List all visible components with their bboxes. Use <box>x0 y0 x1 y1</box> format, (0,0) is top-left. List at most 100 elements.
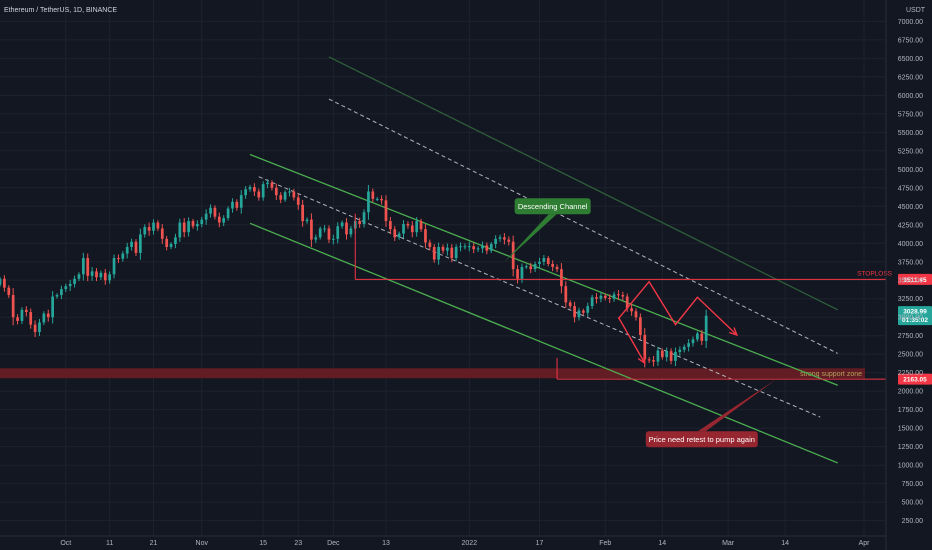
candle-body <box>704 315 708 341</box>
price-tick-label: 250.00 <box>902 518 924 525</box>
candle-body <box>472 246 476 250</box>
price-tick-label: 6000.00 <box>898 93 923 100</box>
candle-body <box>467 246 471 248</box>
candle-body <box>577 310 581 318</box>
candle-body <box>156 222 160 229</box>
candle-body <box>546 258 550 264</box>
time-tick-label: 21 <box>150 540 158 547</box>
annotations-layer: Descending Channel Price need retest to p… <box>504 198 777 448</box>
time-tick-label: Nov <box>196 540 209 547</box>
candle-body <box>20 309 24 321</box>
candle-body <box>647 359 651 361</box>
candle-body <box>134 241 138 253</box>
candle-body <box>33 324 37 333</box>
candle-body <box>196 224 199 227</box>
candle-body <box>696 333 699 340</box>
candle-body <box>51 296 54 318</box>
candle-body <box>248 187 252 190</box>
channel-line <box>328 98 838 354</box>
candle-body <box>217 216 221 223</box>
price-tick-label: 4500.00 <box>898 204 923 211</box>
current-price-tag[interactable] <box>898 306 932 326</box>
time-tick-label: 2022 <box>462 540 478 547</box>
candle-body <box>617 294 620 296</box>
candle-body <box>103 272 107 281</box>
candle-body <box>305 219 309 222</box>
candle-body <box>665 351 669 358</box>
candle-body <box>639 317 642 335</box>
candle-body <box>239 195 243 208</box>
candle-body <box>660 350 664 358</box>
candle-body <box>327 228 331 240</box>
candle-body <box>147 226 151 231</box>
candle-body <box>117 258 120 260</box>
candle-body <box>669 351 673 361</box>
channel-line <box>249 153 838 386</box>
candle-body <box>288 191 291 193</box>
price-tick-label: 750.00 <box>902 481 924 488</box>
price-tick-label: 4750.00 <box>898 185 923 192</box>
candle-body <box>213 207 217 217</box>
candle-body <box>108 274 112 281</box>
candle-body <box>678 349 682 352</box>
candle-body <box>99 272 103 278</box>
price-tick-label: 5000.00 <box>898 167 923 174</box>
candle-body <box>64 286 68 290</box>
time-axis[interactable]: Oct 11 21 Nov 15 23 Dec 13 2022 17 Feb 14 Mar 14 Apr <box>0 535 886 547</box>
price-tick-label: 3750.00 <box>898 259 923 266</box>
candle-body <box>38 322 41 333</box>
candle-body <box>244 189 247 196</box>
candle-body <box>24 309 28 313</box>
candle-body <box>296 197 300 205</box>
candle-body <box>621 295 625 297</box>
candle-body <box>652 360 655 362</box>
candle-body <box>73 278 76 284</box>
candle-body <box>503 237 506 240</box>
candle-body <box>494 238 497 245</box>
candle-body <box>454 246 458 259</box>
candle-body <box>687 343 690 347</box>
candle-body <box>42 313 46 323</box>
candle-body <box>367 191 370 213</box>
candle-body <box>476 248 480 250</box>
price-tick-label: 3250.00 <box>898 296 923 303</box>
price-tick-label: 500.00 <box>902 500 924 507</box>
time-tick-label: 13 <box>382 540 390 547</box>
candle-body <box>358 221 362 225</box>
candle-body <box>81 258 85 275</box>
candle-body <box>450 247 454 259</box>
price-tick-label: 1750.00 <box>898 407 923 414</box>
level-price-tag[interactable] <box>898 373 932 385</box>
candle-body <box>415 221 419 233</box>
candle-body <box>542 258 546 262</box>
price-tick-label: 2000.00 <box>898 389 923 396</box>
time-tick-label: Mar <box>722 540 735 547</box>
candle-body <box>432 246 436 260</box>
level-price-tag-text: 2163.05 <box>903 377 927 384</box>
callout-box <box>514 198 591 215</box>
candle-body <box>169 244 173 247</box>
candle-body <box>397 233 401 238</box>
candle-body <box>209 207 212 214</box>
retest-callout[interactable]: Price need retest to pump again <box>645 379 777 448</box>
candle-body <box>231 201 234 209</box>
candle-body <box>55 295 59 297</box>
price-axis[interactable]: 7000.00 6750.00 6500.00 6250.00 6000.00 5750.… <box>885 0 924 550</box>
support-zone-label: strong support zone <box>800 371 862 378</box>
candle-body <box>485 245 489 251</box>
candle-body <box>318 228 322 238</box>
candle-body <box>573 306 576 318</box>
candle-body <box>446 247 449 251</box>
candle-body <box>691 339 695 344</box>
descending-channel-callout[interactable]: Descending Channel <box>504 198 591 262</box>
level-price-tag[interactable] <box>898 273 932 285</box>
candle-body <box>507 239 511 242</box>
candle-body <box>599 295 603 299</box>
price-tick-label: 6500.00 <box>898 56 923 63</box>
time-tick-label: 15 <box>259 540 267 547</box>
candle-body <box>489 244 493 251</box>
candle-body <box>336 226 340 239</box>
